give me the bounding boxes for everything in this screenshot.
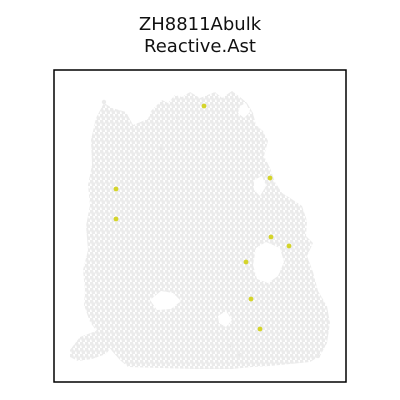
highlighted-spot-4 bbox=[114, 217, 119, 222]
highlighted-spot-7 bbox=[244, 260, 249, 265]
tissue-lower-left-lobe bbox=[70, 331, 114, 361]
highlighted-spot-9 bbox=[258, 327, 263, 332]
highlighted-spot-2 bbox=[268, 176, 273, 181]
highlighted-spot-3 bbox=[114, 187, 119, 192]
highlighted-spot-1 bbox=[202, 104, 207, 109]
highlighted-spot-5 bbox=[269, 235, 274, 240]
highlighted-spot-8 bbox=[249, 297, 254, 302]
highlighted-spot-6 bbox=[287, 244, 292, 249]
